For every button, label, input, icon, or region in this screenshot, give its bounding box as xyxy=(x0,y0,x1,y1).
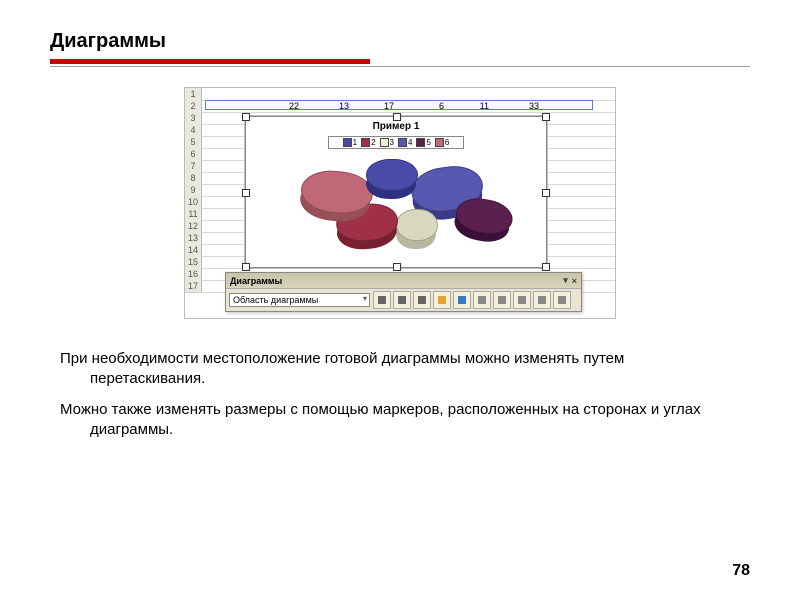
data-cell: 17 xyxy=(370,101,394,111)
pie-slice xyxy=(299,168,372,214)
toolbar-button[interactable] xyxy=(393,291,411,309)
toolbar-buttons xyxy=(373,291,571,309)
row-header: 17 xyxy=(185,280,202,293)
legend-item: 2 xyxy=(361,138,375,147)
resize-handle-icon[interactable] xyxy=(542,263,550,271)
toolbar-button[interactable] xyxy=(373,291,391,309)
legend-item: 6 xyxy=(435,138,449,147)
toolbar-button[interactable] xyxy=(553,291,571,309)
data-cell: 11 xyxy=(465,101,489,111)
data-cell: 22 xyxy=(275,101,299,111)
chevron-down-icon[interactable]: ▾ xyxy=(563,275,568,286)
chart-area-combo[interactable]: Область диаграммы xyxy=(229,293,370,307)
pie-chart xyxy=(246,149,546,254)
toolbar-title-label: Диаграммы xyxy=(230,276,282,286)
paragraph: При необходимости местоположение готовой… xyxy=(60,349,740,390)
resize-handle-icon[interactable] xyxy=(242,263,250,271)
resize-handle-icon[interactable] xyxy=(242,113,250,121)
resize-handle-icon[interactable] xyxy=(393,263,401,271)
page-number: 78 xyxy=(732,562,750,580)
pie-slice xyxy=(366,159,416,189)
toolbar-button[interactable] xyxy=(533,291,551,309)
chart-toolbar[interactable]: Диаграммы ▾ × Область диаграммы xyxy=(225,272,582,312)
toolbar-titlebar[interactable]: Диаграммы ▾ × xyxy=(226,273,581,289)
chart-object[interactable]: Пример 1 123456 xyxy=(245,116,547,268)
resize-handle-icon[interactable] xyxy=(542,113,550,121)
slide: Диаграммы 123456789101112131415161722131… xyxy=(0,0,800,600)
chart-legend: 123456 xyxy=(328,136,464,149)
data-cell: 13 xyxy=(325,101,349,111)
toolbar-right-icons: ▾ × xyxy=(563,275,577,286)
data-cell: 6 xyxy=(420,101,444,111)
legend-item: 4 xyxy=(398,138,412,147)
excel-screenshot: 123456789101112131415161722131761133 При… xyxy=(184,87,616,319)
legend-item: 5 xyxy=(416,138,430,147)
toolbar-button[interactable] xyxy=(473,291,491,309)
legend-item: 3 xyxy=(380,138,394,147)
toolbar-button[interactable] xyxy=(493,291,511,309)
body-text: При необходимости местоположение готовой… xyxy=(60,349,740,440)
chart-title: Пример 1 xyxy=(246,121,546,132)
toolbar-button[interactable] xyxy=(433,291,451,309)
resize-handle-icon[interactable] xyxy=(393,113,401,121)
title-subrule xyxy=(50,66,750,67)
data-cell: 33 xyxy=(515,101,539,111)
toolbar-button[interactable] xyxy=(513,291,531,309)
pie-slice xyxy=(454,194,514,235)
paragraph: Можно также изменять размеры с помощью м… xyxy=(60,400,740,441)
page-title: Диаграммы xyxy=(50,30,750,53)
close-icon[interactable]: × xyxy=(572,276,577,286)
toolbar-button[interactable] xyxy=(413,291,431,309)
toolbar-button[interactable] xyxy=(453,291,471,309)
legend-item: 1 xyxy=(343,138,357,147)
title-rule xyxy=(50,59,370,64)
pie-slice xyxy=(396,209,436,239)
toolbar-row: Область диаграммы xyxy=(226,289,581,311)
